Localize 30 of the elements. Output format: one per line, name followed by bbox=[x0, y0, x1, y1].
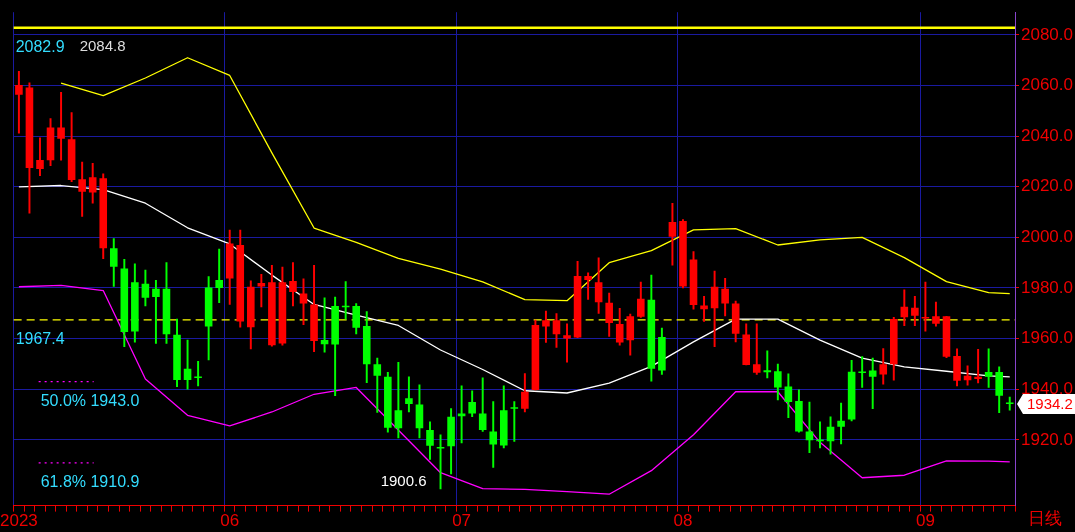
y-tick-label: 1940.0 bbox=[1021, 378, 1073, 398]
y-tick-label: 2000.0 bbox=[1021, 227, 1073, 247]
y-tick-label: 2060.0 bbox=[1021, 75, 1073, 95]
ref-line-label: 50.0% 1943.0 bbox=[40, 392, 140, 410]
candlestick bbox=[510, 401, 519, 442]
candlestick bbox=[763, 350, 772, 379]
y-tick-label: 2080.0 bbox=[1021, 24, 1073, 44]
ref-line-label: 61.8% 1910.9 bbox=[40, 473, 140, 491]
x-tick-label: 09 bbox=[915, 511, 935, 531]
text: 1934.2 bbox=[1027, 395, 1073, 413]
x-tick-label: 06 bbox=[220, 511, 240, 531]
text: 日线 bbox=[1028, 509, 1062, 529]
annotation: 2084.8 bbox=[79, 36, 126, 54]
candlestick bbox=[152, 280, 160, 344]
y-tick-label: 2040.0 bbox=[1021, 125, 1073, 145]
candlestick bbox=[457, 385, 466, 444]
ref-line-label: 2082.9 bbox=[15, 38, 65, 56]
y-tick-label: 1960.0 bbox=[1021, 328, 1073, 348]
candlestick bbox=[921, 281, 930, 332]
annotation: 1900.6 bbox=[380, 471, 427, 489]
candlestick bbox=[584, 272, 592, 300]
x-tick-label: 07 bbox=[452, 511, 472, 531]
candlestick bbox=[984, 348, 993, 388]
y-tick-label: 2020.0 bbox=[1021, 176, 1073, 196]
x-tick-label: 2023 bbox=[0, 511, 38, 531]
x-tick-label: 08 bbox=[673, 511, 693, 531]
candlestick bbox=[974, 348, 982, 384]
y-tick-label: 1920.0 bbox=[1021, 429, 1073, 449]
y-tick-label: 1980.0 bbox=[1021, 277, 1073, 297]
candlestick bbox=[320, 297, 329, 353]
